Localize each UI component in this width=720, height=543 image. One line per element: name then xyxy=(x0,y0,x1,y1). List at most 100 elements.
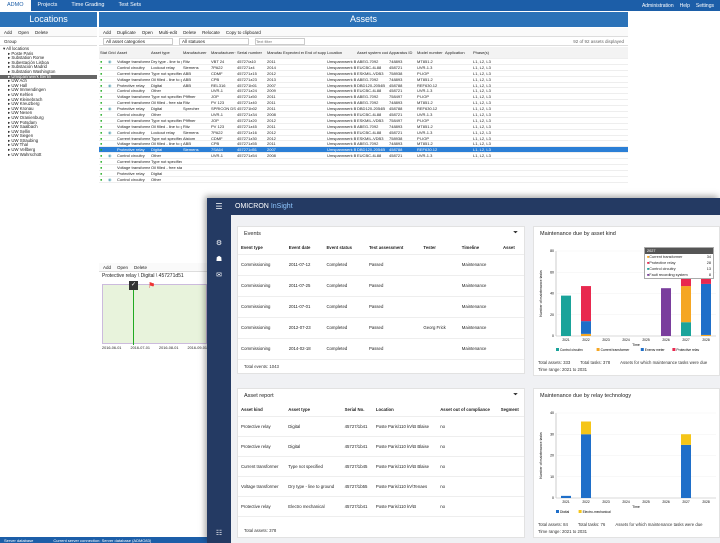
legend-label[interactable]: Protective relay xyxy=(676,348,699,352)
tree-item[interactable]: ▸ UW Straubing xyxy=(8,137,39,143)
help-link[interactable]: Help xyxy=(679,2,690,9)
bar[interactable] xyxy=(581,333,591,336)
tree-item[interactable]: ▸ UW Ach xyxy=(8,78,27,84)
tree-item[interactable]: ▸ UW Oranienburg xyxy=(8,114,44,120)
bar[interactable] xyxy=(681,322,691,336)
table-row[interactable]: Protective relay Digital 45727/1b41 Poste P… xyxy=(238,436,524,457)
legend-label[interactable]: Digital xyxy=(560,510,569,514)
column-header[interactable]: End of support xyxy=(305,50,326,55)
column-header[interactable]: Event date xyxy=(285,241,324,255)
table-row[interactable]: ● Voltage transformer Type not specified Pf… xyxy=(99,94,628,101)
add-location-button[interactable]: Add xyxy=(4,29,13,35)
bar[interactable] xyxy=(561,495,571,498)
table-row[interactable]: Commissioning 2014-02-18 Completed Passed Ma… xyxy=(238,338,524,360)
column-header[interactable]: Grid status xyxy=(108,50,116,55)
column-header[interactable]: Asset kind xyxy=(238,403,286,417)
table-row[interactable]: ● ◉ Control circuitry Other UVR-1 457271z54 20… xyxy=(99,153,628,160)
table-row[interactable]: ● ◉ Protective relay Digital ABB REL316 457271… xyxy=(99,83,628,89)
delete-asset-button[interactable]: Delete xyxy=(183,29,197,35)
column-header[interactable]: Event type xyxy=(238,241,286,255)
table-row[interactable]: ● ◉ Control circuitry Other xyxy=(99,177,628,183)
duplicate-button[interactable]: Duplicate xyxy=(117,29,136,35)
table-row[interactable]: ● ◉ Control circuitry Lockout relay Siemens 7… xyxy=(99,130,628,136)
column-header[interactable]: Asset xyxy=(500,241,524,255)
column-header[interactable]: Location xyxy=(327,50,343,55)
tree-item[interactable]: ▸ UW Nesen xyxy=(8,110,33,116)
open-asset-button[interactable]: Open xyxy=(141,29,153,35)
table-row[interactable]: ● Current transformer Type not specified Al… xyxy=(99,136,628,142)
tree-item[interactable]: ▾ All locations xyxy=(3,46,30,51)
tree-item[interactable]: ▸ UW Potsdam xyxy=(8,119,37,125)
bar[interactable] xyxy=(581,321,591,334)
settings-link[interactable]: Settings xyxy=(695,2,714,9)
tree-item[interactable]: ▸ UW Kehlen xyxy=(8,91,34,97)
legend-label[interactable]: Control circuitry xyxy=(560,348,583,352)
bar[interactable] xyxy=(581,421,591,435)
table-row[interactable]: ● Current transformer Type not specified Pf… xyxy=(99,118,628,124)
multi-edit-button[interactable]: Multi-edit xyxy=(158,29,178,35)
add-detail-button[interactable]: Add xyxy=(103,264,112,270)
tree-item[interactable]: ▸ UW Immendingen xyxy=(8,87,46,93)
bar[interactable] xyxy=(701,334,711,336)
category-filter[interactable]: All asset categories xyxy=(103,37,173,45)
tree-item[interactable]: ▸ UW Vellberg xyxy=(8,147,36,153)
menu-icon[interactable]: ☰ xyxy=(215,202,223,211)
relocate-button[interactable]: Relocate xyxy=(202,29,220,35)
tree-item[interactable]: ▸ UW Wahrschütt xyxy=(8,151,42,157)
table-row[interactable]: ● Voltage transformer Oil filled - line to… xyxy=(99,77,628,83)
bar[interactable] xyxy=(701,275,711,284)
group-button[interactable]: Group xyxy=(4,38,17,44)
bar[interactable] xyxy=(681,286,691,323)
tree-item[interactable]: ▸ UW Thal xyxy=(8,142,28,148)
text-filter-input[interactable] xyxy=(255,37,305,45)
tree-item[interactable]: ▸ Umspannwerk Berlin xyxy=(0,74,97,80)
tab-admo[interactable]: ADMO xyxy=(0,0,31,11)
column-header[interactable]: Phase(s) xyxy=(473,50,490,55)
status-filter[interactable]: All statuses xyxy=(179,37,249,45)
bar[interactable] xyxy=(681,444,691,498)
table-row[interactable]: ● Control circuitry Other UVR-1 457271z24 200… xyxy=(99,88,628,95)
column-header[interactable]: Asset type xyxy=(151,50,170,55)
open-detail-button[interactable]: Open xyxy=(117,264,129,270)
table-row[interactable]: ● Current transformer Type not specified xyxy=(99,159,628,166)
tree-item[interactable]: ▸ Poste Paris xyxy=(8,50,34,56)
administration-link[interactable]: Administration xyxy=(641,2,674,9)
copy-clipboard-button[interactable]: Copy to clipboard xyxy=(225,29,261,35)
column-header[interactable]: Segment xyxy=(497,403,524,417)
column-header[interactable]: Serial No. xyxy=(341,403,373,417)
bar[interactable] xyxy=(661,288,671,336)
tree-item[interactable]: ▸ UW Kleinebrach xyxy=(8,96,43,102)
tree-item[interactable]: ▸ UW Sellin xyxy=(8,128,31,134)
table-row[interactable]: ● Current transformer Type not specified AB… xyxy=(99,71,628,77)
tree-item[interactable]: ▸ UW Hall xyxy=(8,82,28,88)
filter-icon[interactable]: ⏷ xyxy=(513,230,518,236)
table-row[interactable]: Current transformer Type not specified 457… xyxy=(238,456,524,477)
table-row[interactable]: ● Control circuitry Lockout relay Siemens 7P… xyxy=(99,65,628,71)
table-row[interactable]: Commissioning 2011-07-25 Completed Passed Ma… xyxy=(238,275,524,297)
column-header[interactable]: Apparatus ID xyxy=(389,50,413,55)
open-location-button[interactable]: Open xyxy=(18,29,30,35)
column-header[interactable]: Manufacturer type xyxy=(211,50,236,55)
table-row[interactable]: Protective relay Electro mechanical 45727/… xyxy=(238,496,524,517)
tab-projects[interactable]: Projects xyxy=(37,2,58,8)
reports-nav-icon[interactable]: ✉ xyxy=(216,272,222,279)
column-header[interactable]: Expected end of life xyxy=(283,50,304,55)
bar[interactable] xyxy=(681,434,691,445)
filter-icon[interactable]: ⏷ xyxy=(513,392,518,398)
bar[interactable] xyxy=(701,283,711,335)
table-row[interactable]: ● Current transformer Oil filled - free st… xyxy=(99,100,628,107)
bar[interactable] xyxy=(581,434,591,498)
maint-relay-chart[interactable]: 0 10 20 30 40 Number of maintenance tasks 2021… xyxy=(534,403,720,514)
column-header[interactable]: Asset xyxy=(117,50,128,55)
table-row[interactable]: ● Voltage transformer Oil filled - line to… xyxy=(99,124,628,130)
column-header[interactable]: Status xyxy=(100,50,107,55)
tree-item[interactable]: ▸ Substation Rome xyxy=(8,55,45,61)
delete-detail-button[interactable]: Delete xyxy=(134,264,148,270)
tree-item[interactable]: ▸ UW Siegen xyxy=(8,133,34,139)
table-row[interactable]: Commissioning 2011-07-01 Completed Passed Ma… xyxy=(238,296,524,318)
tree-item[interactable]: ▸ Substation Washington xyxy=(8,68,56,74)
chat-icon[interactable]: ☷ xyxy=(215,530,223,537)
users-nav-icon[interactable]: ☗ xyxy=(215,256,223,263)
column-header[interactable]: Model number xyxy=(417,50,443,55)
tree-item[interactable]: ▸ UW Saalbach xyxy=(8,124,38,130)
